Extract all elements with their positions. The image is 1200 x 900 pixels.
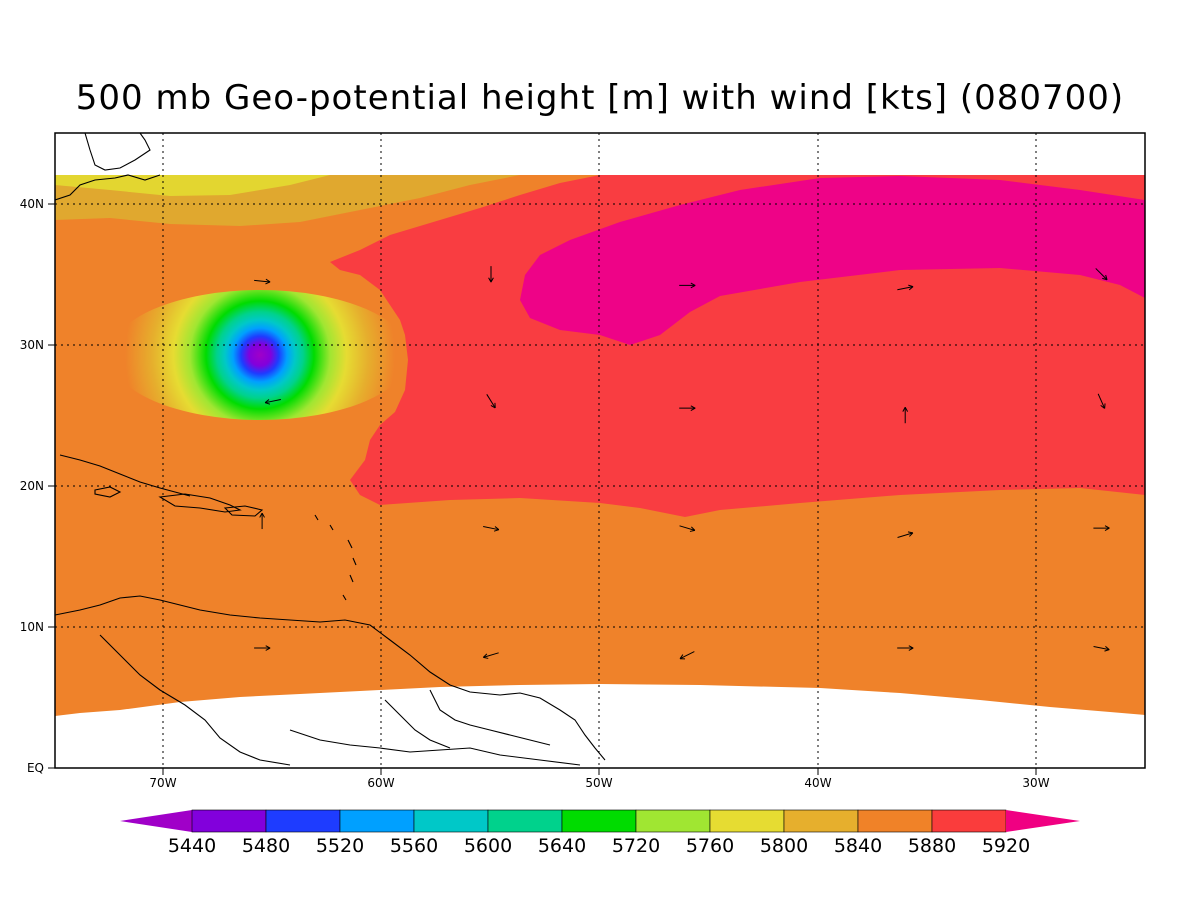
contour-fill-group: [55, 175, 1145, 716]
low-height-center: [110, 290, 410, 420]
coastline-brazil: [289, 729, 581, 766]
colorbar-max-triangle: [1006, 810, 1080, 832]
x-tick-70w: 70W: [149, 776, 176, 790]
y-tick-10n: 10N: [20, 620, 44, 634]
contour-above-5920-region: [520, 176, 1145, 345]
wind-arrow: [679, 651, 695, 660]
coastline-south-america: [55, 595, 606, 766]
colorbar-min-triangle: [120, 810, 192, 832]
colorbar-swatch: [783, 809, 859, 833]
wind-arrow: [1097, 393, 1106, 409]
wind-arrow: [259, 512, 265, 530]
wind-arrow: [482, 652, 499, 659]
x-tick-60w: 60W: [367, 776, 394, 790]
colorbar-swatch: [857, 809, 933, 833]
colorbar-level-label: 5920: [982, 835, 1030, 857]
wind-arrow: [897, 645, 914, 651]
y-tick-eq: EQ: [27, 761, 44, 775]
plot-frame: [54, 132, 1146, 769]
colorbar-swatch: [191, 809, 267, 833]
wind-vectors: [254, 266, 1110, 660]
colorbar-level-label: 5760: [686, 835, 734, 857]
colorbar-swatch: [487, 809, 563, 833]
x-tick-30w: 30W: [1022, 776, 1049, 790]
wind-arrow: [1093, 525, 1110, 531]
wind-arrow: [264, 399, 281, 405]
colorbar-level-label: 5840: [834, 835, 882, 857]
coastline-group: [55, 133, 606, 766]
colorbar-level-label: 5440: [168, 835, 216, 857]
wind-arrow: [488, 266, 494, 283]
colorbar-level-label: 5560: [390, 835, 438, 857]
wind-arrow: [254, 645, 271, 651]
colorbar-level-label: 5480: [242, 835, 290, 857]
x-tick-40w: 40W: [804, 776, 831, 790]
y-tick-40n: 40N: [20, 197, 44, 211]
colorbar-level-label: 5640: [538, 835, 586, 857]
colorbar-level-label: 5520: [316, 835, 364, 857]
colorbar-swatch: [931, 809, 1007, 833]
wind-arrow: [1093, 645, 1110, 652]
contour-5800-region: [55, 175, 330, 196]
wind-arrow: [679, 405, 696, 412]
coastline-hispaniola: [158, 493, 242, 513]
coastline-guianas: [384, 689, 551, 749]
colorbar-swatch: [635, 809, 711, 833]
colorbar-level-label: 5880: [908, 835, 956, 857]
map-title: 500 mb Geo-potential height [m] with win…: [75, 78, 1125, 118]
colorbar-swatch: [413, 809, 489, 833]
wind-arrow: [897, 284, 914, 291]
wind-arrow: [897, 531, 914, 538]
coastline-puerto-rico: [223, 505, 264, 517]
wind-arrow: [483, 526, 500, 532]
colorbar-swatch: [265, 809, 341, 833]
wind-arrow: [254, 278, 271, 285]
colorbar-swatch: [561, 809, 637, 833]
wind-arrow: [486, 394, 496, 409]
coastline-cuba: [59, 454, 191, 498]
y-tick-20n: 20N: [20, 479, 44, 493]
wind-arrow: [679, 525, 696, 532]
colorbar-swatch: [339, 809, 415, 833]
wind-arrow: [1095, 268, 1108, 281]
coastline-north-america: [55, 133, 161, 201]
axis-ticks: [48, 203, 1037, 775]
colorbar-swatch: [709, 809, 785, 833]
grid-lines: [55, 133, 1145, 768]
colorbar-level-label: 5800: [760, 835, 808, 857]
wind-arrow: [902, 406, 909, 424]
wind-arrow: [679, 282, 696, 289]
colorbar: 5440 5480 5520 5560 5600 5640 5720 5760 5800 5840…: [120, 809, 1080, 857]
y-tick-30n: 30N: [20, 338, 44, 352]
colorbar-level-label: 5600: [464, 835, 512, 857]
colorbar-level-label: 5720: [612, 835, 660, 857]
x-tick-50w: 50W: [585, 776, 612, 790]
coastline-lesser-antilles: [314, 514, 357, 601]
